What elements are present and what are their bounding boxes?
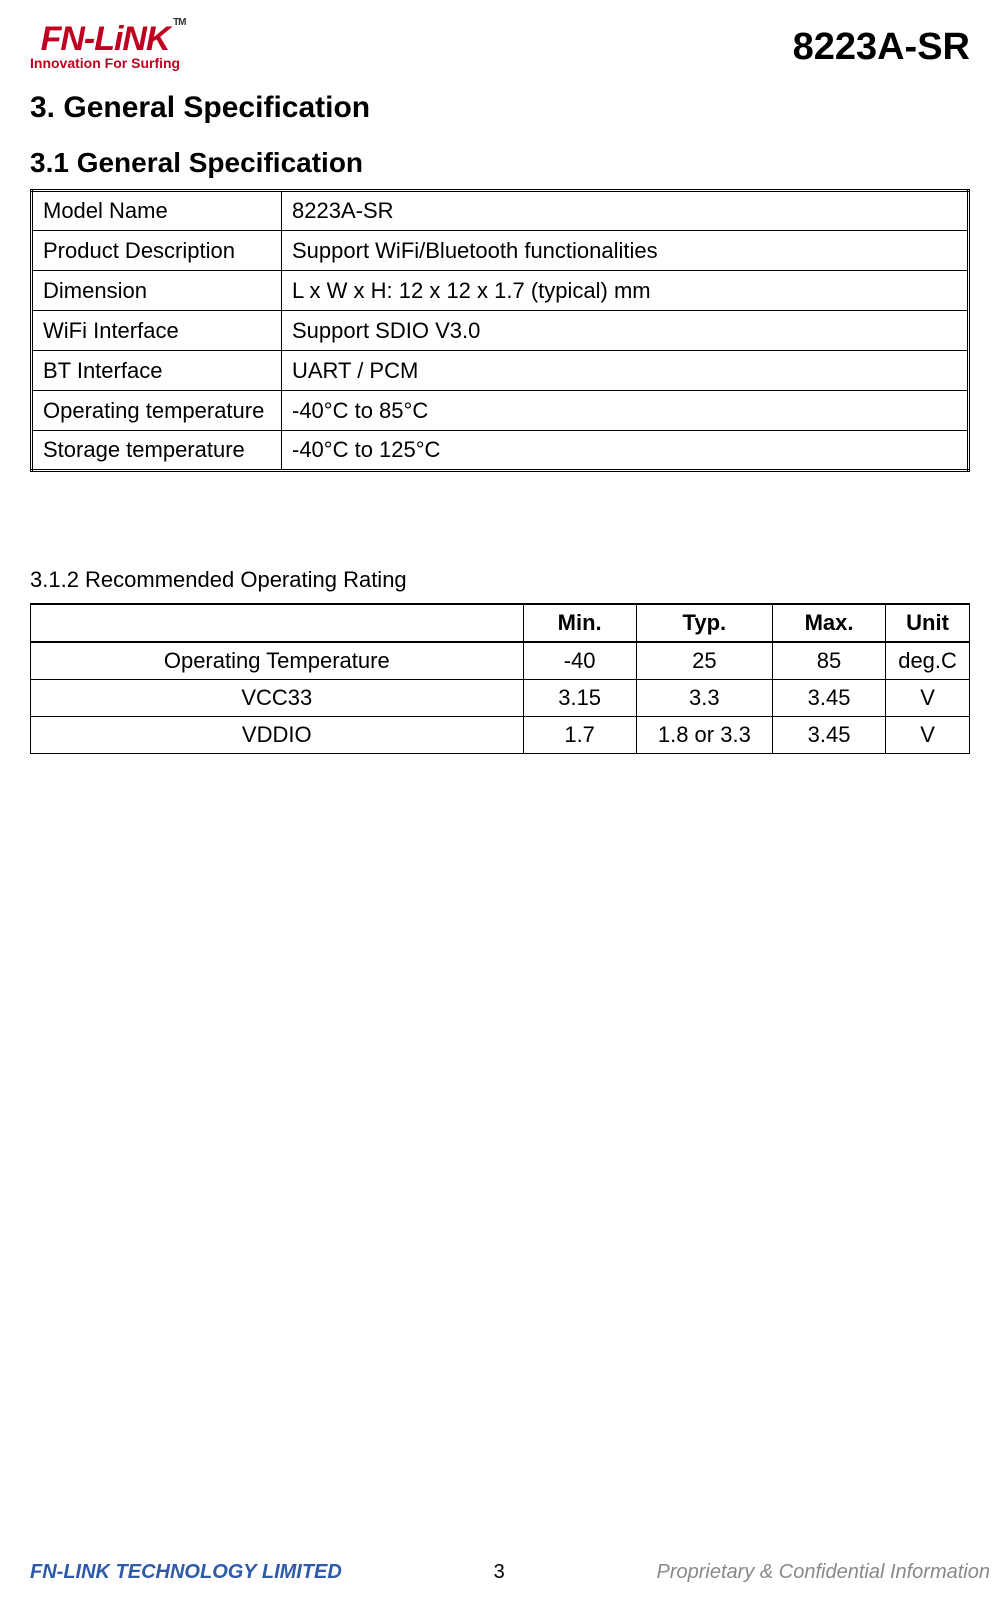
spec-label: Model Name [32, 191, 282, 231]
rating-unit: V [886, 717, 970, 754]
col-header-param [31, 604, 524, 642]
spec-label: Product Description [32, 231, 282, 271]
spec-value: -40°C to 125°C [282, 431, 969, 471]
spec-label: Storage temperature [32, 431, 282, 471]
page-footer: FN-LINK TECHNOLOGY LIMITED 3 Proprietary… [30, 1561, 990, 1584]
rating-param: VDDIO [31, 717, 524, 754]
rating-unit: deg.C [886, 642, 970, 680]
col-header-typ: Typ. [636, 604, 772, 642]
section-heading: 3. General Specification [30, 91, 970, 125]
logo-main-text: FN-LiNK [41, 20, 170, 58]
rating-param: VCC33 [31, 680, 524, 717]
table-row: Dimension L x W x H: 12 x 12 x 1.7 (typi… [32, 271, 969, 311]
spec-label: WiFi Interface [32, 311, 282, 351]
rating-typ: 25 [636, 642, 772, 680]
logo-tm: TM [173, 17, 185, 28]
table-row: Operating temperature -40°C to 85°C [32, 391, 969, 431]
spec-label: Dimension [32, 271, 282, 311]
rating-max: 3.45 [772, 680, 885, 717]
table-row: VDDIO 1.7 1.8 or 3.3 3.45 V [31, 717, 970, 754]
doc-title: 8223A-SR [793, 26, 970, 69]
table-row: Operating Temperature -40 25 85 deg.C [31, 642, 970, 680]
spec-value: 8223A-SR [282, 191, 969, 231]
subsection-heading: 3.1 General Specification [30, 147, 970, 179]
table-row: BT Interface UART / PCM [32, 351, 969, 391]
rating-typ: 3.3 [636, 680, 772, 717]
col-header-unit: Unit [886, 604, 970, 642]
table-header-row: Min. Typ. Max. Unit [31, 604, 970, 642]
rating-param: Operating Temperature [31, 642, 524, 680]
rating-min: 1.7 [523, 717, 636, 754]
rating-min: 3.15 [523, 680, 636, 717]
operating-rating-table: Min. Typ. Max. Unit Operating Temperatur… [30, 603, 970, 754]
footer-company: FN-LINK TECHNOLOGY LIMITED [30, 1561, 342, 1584]
rating-unit: V [886, 680, 970, 717]
spec-value: Support SDIO V3.0 [282, 311, 969, 351]
footer-confidential: Proprietary & Confidential Information [657, 1561, 991, 1584]
general-spec-table: Model Name 8223A-SR Product Description … [30, 189, 970, 472]
table-row: Model Name 8223A-SR [32, 191, 969, 231]
rating-max: 85 [772, 642, 885, 680]
spec-label: BT Interface [32, 351, 282, 391]
logo-text: FN-LiNK TM [41, 20, 170, 59]
spec-label: Operating temperature [32, 391, 282, 431]
col-header-min: Min. [523, 604, 636, 642]
col-header-max: Max. [772, 604, 885, 642]
table-row: Product Description Support WiFi/Bluetoo… [32, 231, 969, 271]
spec-value: UART / PCM [282, 351, 969, 391]
table-row: Storage temperature -40°C to 125°C [32, 431, 969, 471]
table-row: VCC33 3.15 3.3 3.45 V [31, 680, 970, 717]
rating-min: -40 [523, 642, 636, 680]
page-header: FN-LiNK TM Innovation For Surfing 8223A-… [30, 20, 970, 71]
spec-value: -40°C to 85°C [282, 391, 969, 431]
rating-typ: 1.8 or 3.3 [636, 717, 772, 754]
table-row: WiFi Interface Support SDIO V3.0 [32, 311, 969, 351]
logo-block: FN-LiNK TM Innovation For Surfing [30, 20, 180, 71]
spec-value: Support WiFi/Bluetooth functionalities [282, 231, 969, 271]
spec-value: L x W x H: 12 x 12 x 1.7 (typical) mm [282, 271, 969, 311]
rating-heading: 3.1.2 Recommended Operating Rating [30, 567, 970, 593]
rating-max: 3.45 [772, 717, 885, 754]
footer-page-number: 3 [494, 1561, 505, 1584]
